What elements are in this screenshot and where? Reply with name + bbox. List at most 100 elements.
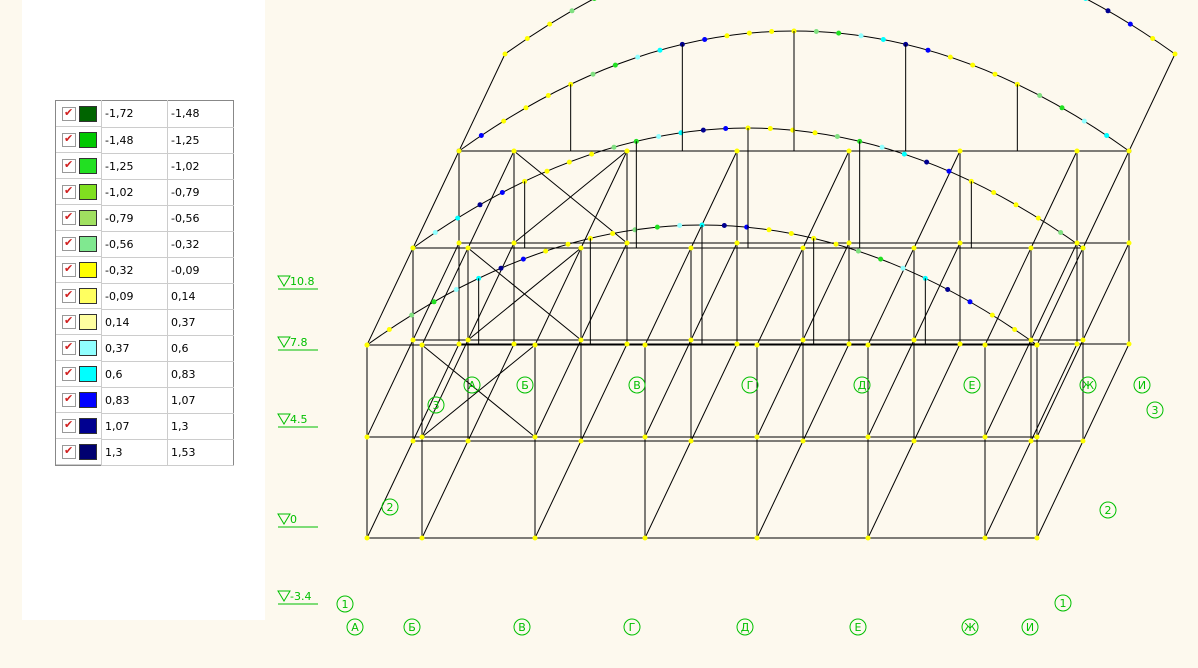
node: [1035, 435, 1040, 440]
node: [769, 29, 774, 34]
node: [411, 439, 416, 444]
node: [579, 439, 584, 444]
frame-member: [1037, 248, 1083, 345]
node: [834, 242, 839, 247]
node: [1058, 230, 1063, 235]
node: [466, 439, 471, 444]
frame-member: [1037, 441, 1083, 538]
node: [912, 338, 917, 343]
frame-member: [803, 344, 849, 441]
node: [801, 246, 806, 251]
axis-label: Е: [855, 621, 862, 634]
node: [926, 48, 931, 53]
frame-member: [535, 441, 581, 538]
frame-member: [985, 441, 1031, 538]
frame-member: [868, 340, 914, 437]
node: [866, 536, 871, 541]
node: [901, 266, 906, 271]
node: [1014, 202, 1019, 207]
node: [689, 246, 694, 251]
node: [547, 22, 552, 27]
frame-member: [691, 344, 737, 441]
frame-member: [468, 243, 514, 340]
node: [543, 249, 548, 254]
node: [947, 169, 952, 174]
node: [1029, 439, 1034, 444]
node: [835, 134, 840, 139]
node: [878, 257, 883, 262]
node: [722, 223, 727, 228]
node: [643, 435, 648, 440]
node: [702, 37, 707, 42]
elevation-label: -3.4: [290, 590, 311, 603]
frame-member: [367, 441, 413, 538]
node: [455, 216, 460, 221]
node: [983, 435, 988, 440]
node: [902, 152, 907, 157]
node: [881, 37, 886, 42]
node: [420, 343, 425, 348]
axis-label: А: [351, 621, 359, 634]
node: [625, 342, 630, 347]
node: [768, 126, 773, 131]
axis-label: 3: [1152, 404, 1159, 417]
node: [1029, 246, 1034, 251]
node: [466, 246, 471, 251]
node: [1081, 439, 1086, 444]
node: [1075, 241, 1080, 246]
node: [958, 149, 963, 154]
node: [723, 126, 728, 131]
node: [689, 439, 694, 444]
axis-label: Г: [629, 621, 636, 634]
node: [880, 145, 885, 150]
frame-member: [468, 151, 514, 248]
screen: -1,72-1,48-1,48-1,25-1,25-1,02-1,02-0,79…: [0, 0, 1198, 668]
node: [658, 48, 663, 53]
node: [499, 266, 504, 271]
node: [409, 313, 414, 318]
node: [433, 230, 438, 235]
frame-member: [645, 441, 691, 538]
frame-member: [535, 340, 581, 437]
node: [457, 241, 462, 246]
frame-member: [1083, 151, 1129, 248]
node: [610, 231, 615, 236]
frame-member: [757, 340, 803, 437]
node: [546, 93, 551, 98]
node: [655, 225, 660, 230]
node: [1060, 105, 1065, 110]
axis-label: В: [518, 621, 526, 634]
elevation-marker: [278, 514, 290, 524]
frame-member: [985, 248, 1031, 345]
node: [1075, 149, 1080, 154]
axis-label: Д: [741, 621, 750, 634]
frame-member: [914, 243, 960, 340]
frame-member: [691, 243, 737, 340]
node: [1035, 536, 1040, 541]
node: [701, 128, 706, 133]
frame-member: [914, 151, 960, 248]
node: [801, 338, 806, 343]
frame-member: [1129, 54, 1175, 151]
node: [1035, 343, 1040, 348]
axis-label: 3: [433, 399, 440, 412]
axis-label: В: [633, 379, 641, 392]
axis-label: Ж: [1082, 379, 1094, 392]
node: [432, 299, 437, 304]
node: [457, 149, 462, 154]
axis-label: Ж: [964, 621, 976, 634]
frame-member: [645, 340, 691, 437]
elevation-label: 10.8: [290, 275, 315, 288]
node: [1127, 149, 1132, 154]
node: [801, 439, 806, 444]
axis-label: Е: [969, 379, 976, 392]
frame-member: [581, 151, 627, 248]
node: [466, 338, 471, 343]
frame-member: [868, 441, 914, 538]
frame-member: [1031, 243, 1077, 340]
axis-label: А: [468, 379, 476, 392]
node: [859, 33, 864, 38]
node: [387, 327, 392, 332]
node: [836, 31, 841, 36]
node: [912, 439, 917, 444]
